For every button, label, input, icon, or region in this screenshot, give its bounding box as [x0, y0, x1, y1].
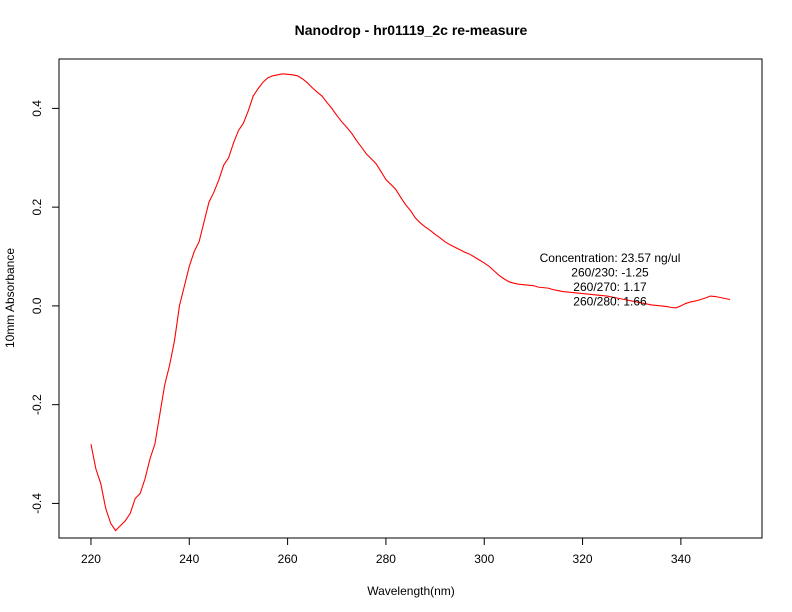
- x-tick-label: 320: [573, 552, 593, 566]
- x-axis: 220 240 260 280 300 320 340: [81, 537, 691, 566]
- y-axis-label: 10mm Absorbance: [3, 248, 17, 348]
- x-tick-label: 220: [81, 552, 101, 566]
- y-tick-label: 0.4: [30, 100, 44, 117]
- x-tick-label: 260: [278, 552, 298, 566]
- x-tick-label: 240: [179, 552, 199, 566]
- x-tick-label: 340: [671, 552, 691, 566]
- annotation-line: 260/270: 1.17: [573, 280, 647, 294]
- annotation-line: 260/230: -1.25: [571, 266, 649, 280]
- y-tick-label: -0.2: [30, 394, 44, 415]
- x-tick-label: 280: [376, 552, 396, 566]
- annotation-line: 260/280: 1.66: [573, 295, 647, 309]
- chart-title: Nanodrop - hr01119_2c re-measure: [295, 22, 528, 38]
- y-axis: -0.4 -0.2 0.0 0.2 0.4: [30, 100, 60, 514]
- y-tick-label: 0.0: [30, 297, 44, 314]
- x-axis-label: Wavelength(nm): [367, 584, 455, 598]
- plot-frame: [58, 58, 763, 539]
- annotation-line: Concentration: 23.57 ng/ul: [540, 251, 681, 265]
- absorbance-series-line: [90, 73, 731, 532]
- y-tick-label: 0.2: [30, 198, 44, 215]
- x-tick-label: 300: [474, 552, 494, 566]
- y-tick-label: -0.4: [30, 493, 44, 514]
